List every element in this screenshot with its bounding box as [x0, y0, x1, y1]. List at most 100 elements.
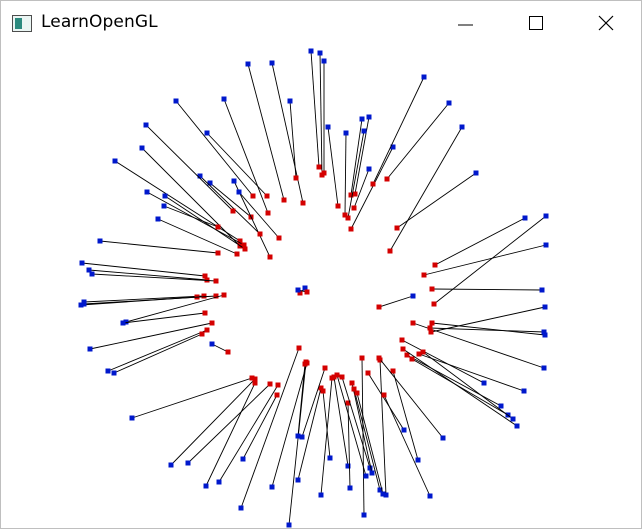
particle-trail-line: [289, 100, 297, 179]
particle-trail-line: [301, 367, 326, 438]
particle-trail-line: [131, 377, 253, 419]
particle-start-point: [394, 225, 400, 231]
particle-end-point: [421, 74, 427, 80]
particle-start-point: [349, 380, 355, 386]
particle-trail-line: [412, 322, 545, 369]
particle-end-point: [427, 493, 433, 499]
particle-start-point: [365, 370, 371, 376]
particle-end-point: [514, 423, 520, 429]
particle-trail-line: [271, 362, 308, 488]
particle-trail-line: [83, 295, 217, 305]
particle-end-point: [363, 473, 369, 479]
particle-start-point: [252, 380, 258, 386]
particle-start-point: [400, 346, 406, 352]
particle-end-point: [539, 287, 545, 293]
maximize-button[interactable]: [513, 1, 559, 43]
particle-end-point: [89, 271, 95, 277]
particle-trail-line: [356, 392, 384, 495]
particle-start-point: [376, 304, 382, 310]
particle-start-point: [276, 235, 282, 241]
particle-end-point: [204, 130, 210, 136]
particle-end-point: [144, 189, 150, 195]
particle-trail-line: [378, 295, 414, 308]
close-button[interactable]: [583, 1, 629, 43]
title-bar[interactable]: LearnOpenGL: [1, 1, 641, 43]
particle-end-point: [269, 60, 275, 66]
particle-start-point: [275, 382, 281, 388]
particle-trail-line: [206, 132, 268, 197]
particle-end-point: [299, 434, 305, 440]
particle-start-point: [429, 286, 435, 292]
particle-start-point: [215, 250, 221, 256]
particle-start-point: [351, 386, 357, 392]
particle-end-point: [269, 484, 275, 490]
particle-trail-line: [392, 370, 419, 461]
particle-start-point: [387, 248, 393, 254]
minimize-button[interactable]: [443, 1, 489, 43]
particle-trail-line: [333, 376, 349, 467]
particle-start-point: [334, 372, 340, 378]
particle-trail-line: [218, 384, 279, 483]
particle-end-point: [541, 365, 547, 371]
particle-end-point: [81, 301, 87, 307]
particle-trail-line: [288, 361, 307, 526]
particle-start-point: [420, 349, 426, 355]
particle-segments: [78, 48, 549, 528]
particle-start-point: [199, 331, 205, 337]
particle-trail-line: [163, 205, 219, 228]
particle-end-point: [173, 98, 179, 104]
particle-start-point: [274, 392, 280, 398]
particle-start-point: [304, 289, 310, 295]
particle-end-point: [325, 124, 331, 130]
particle-trail-line: [433, 215, 547, 305]
particle-trail-line: [240, 347, 300, 509]
render-viewport[interactable]: [2, 43, 640, 528]
particle-start-point: [321, 170, 327, 176]
particle-trail-line: [157, 218, 238, 255]
particle-end-point: [286, 522, 292, 528]
particle-trail-line: [99, 240, 219, 254]
particle-end-point: [236, 189, 242, 195]
particle-end-point: [343, 130, 349, 136]
particle-end-point: [162, 193, 168, 199]
particle-start-point: [221, 292, 227, 298]
particle-trail-line: [389, 126, 463, 252]
particle-trail-line: [361, 357, 365, 516]
particle-end-point: [367, 465, 373, 471]
particle-trail-line: [247, 63, 285, 201]
particle-start-point: [431, 301, 437, 307]
particle-trail-line: [406, 354, 502, 407]
particle-start-point: [354, 390, 360, 396]
particle-start-point: [359, 355, 365, 361]
particle-trail-line: [351, 382, 373, 474]
particle-trail-line: [83, 295, 205, 303]
particle-end-point: [139, 145, 145, 151]
particle-end-point: [155, 216, 161, 222]
particle-trail-line: [378, 357, 444, 439]
particle-trail-line: [271, 62, 304, 204]
particle-end-point: [446, 100, 452, 106]
minimize-icon: [458, 24, 473, 26]
particle-end-point: [295, 477, 301, 483]
particle-end-point: [231, 178, 237, 184]
particle-end-point: [240, 456, 246, 462]
particle-end-point: [347, 485, 353, 491]
particle-start-point: [335, 203, 341, 209]
particle-end-point: [111, 370, 117, 376]
close-icon: [598, 15, 614, 31]
particle-end-point: [401, 427, 407, 433]
particle-trail-line: [350, 118, 363, 196]
particle-trail-line: [187, 383, 271, 464]
particle-end-point: [473, 170, 479, 176]
particle-end-point: [143, 122, 149, 128]
particle-end-point: [129, 415, 135, 421]
particle-start-point: [250, 193, 256, 199]
particle-trail-line: [434, 217, 526, 266]
particle-trail-line: [422, 351, 514, 420]
particle-start-point: [316, 164, 322, 170]
particle-trail-line: [145, 124, 234, 212]
particle-trail-line: [353, 168, 370, 209]
particle-end-point: [318, 492, 324, 498]
particle-trail-line: [341, 376, 371, 469]
particle-end-point: [359, 116, 365, 122]
